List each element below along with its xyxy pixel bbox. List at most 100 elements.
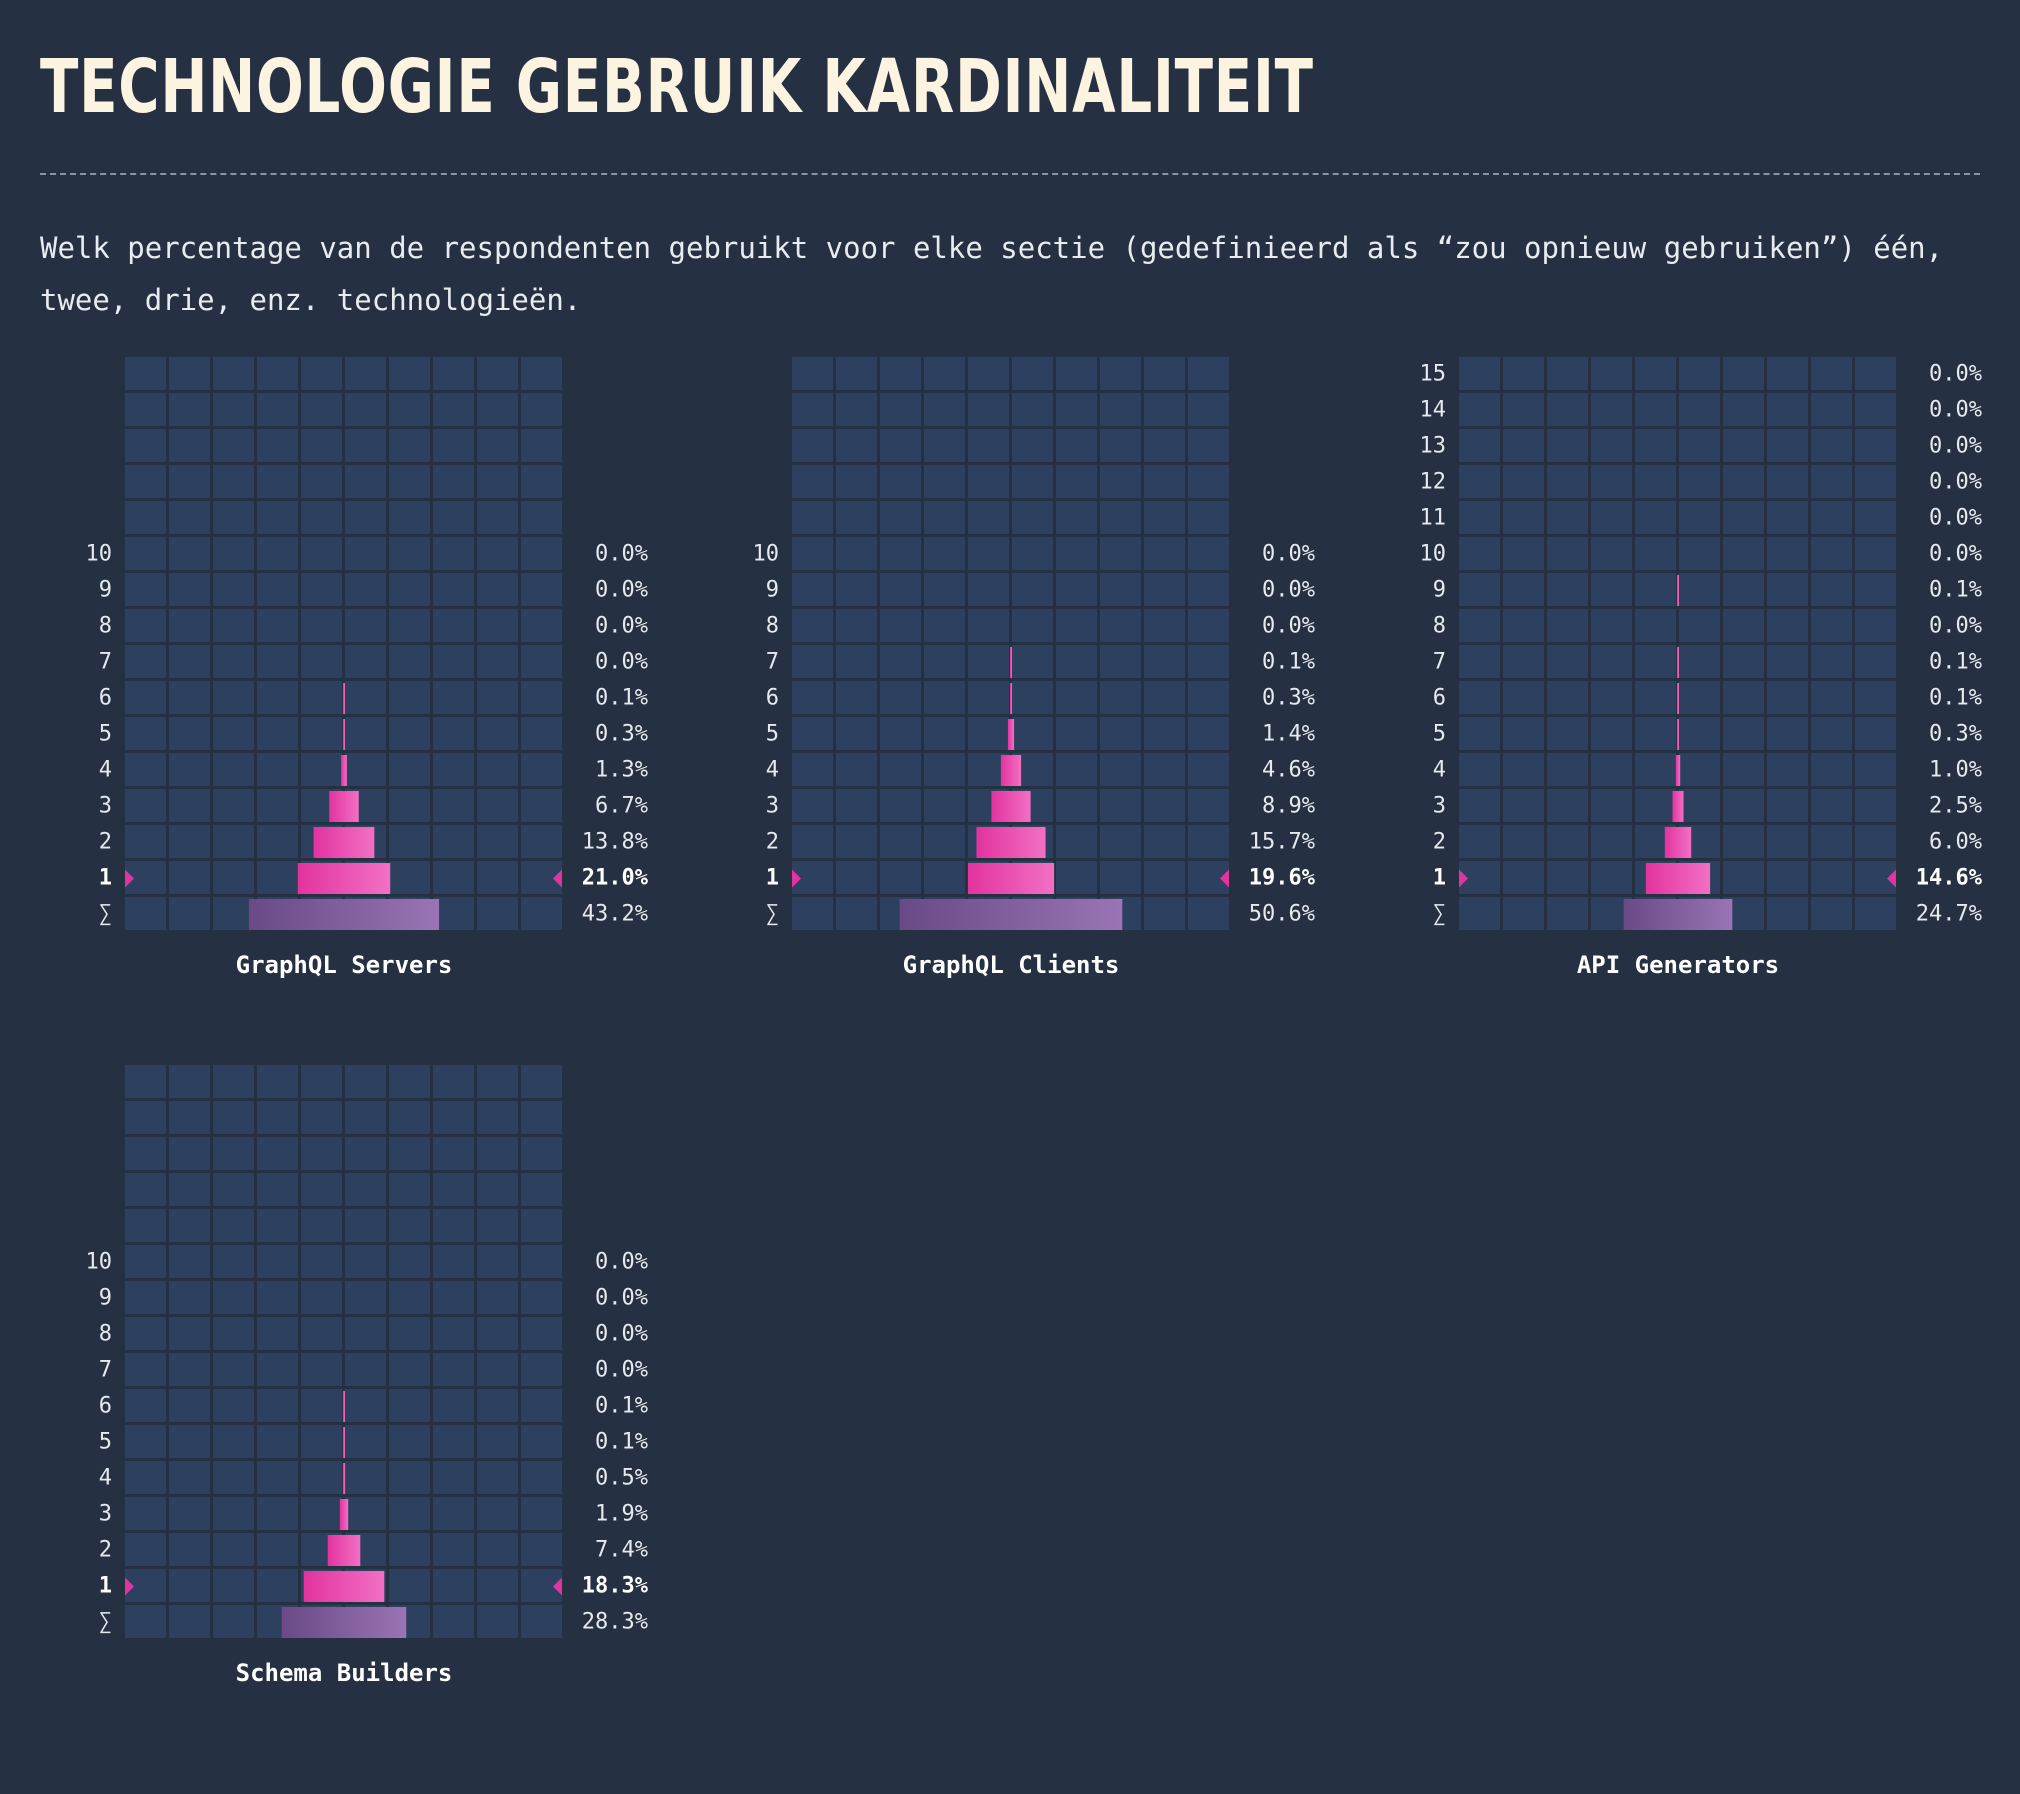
grid-cell <box>477 1101 518 1134</box>
grid-cell <box>521 897 562 930</box>
grid-cell <box>433 681 474 714</box>
grid-cell <box>880 429 921 462</box>
grid-cell <box>301 573 342 606</box>
row-label: 2 <box>1433 830 1446 855</box>
grid-cell <box>1503 537 1544 570</box>
grid-cell <box>1723 825 1764 858</box>
grid-cell <box>1635 501 1676 534</box>
grid-cell <box>257 1065 298 1098</box>
grid-cell <box>125 357 166 390</box>
grid-cell <box>389 645 430 678</box>
grid-cell <box>213 1245 254 1278</box>
grid-cell <box>1547 897 1588 930</box>
grid-cell <box>345 357 386 390</box>
grid-cell <box>125 429 166 462</box>
row-label: 11 <box>1420 506 1447 531</box>
grid-cell <box>1767 609 1808 642</box>
grid-cell <box>345 429 386 462</box>
grid-cell <box>433 1065 474 1098</box>
grid-cell <box>1144 861 1185 894</box>
grid-cell <box>1723 789 1764 822</box>
grid-cell <box>169 717 210 750</box>
value-label: 0.5% <box>595 1466 648 1491</box>
row-label: 5 <box>1433 722 1446 747</box>
grid-cell <box>1635 789 1676 822</box>
value-label: 0.0% <box>1929 470 1982 495</box>
grid-cell <box>1144 537 1185 570</box>
grid-cell <box>1144 609 1185 642</box>
grid-cell <box>1144 645 1185 678</box>
grid-cell <box>477 1533 518 1566</box>
grid-cell <box>213 1353 254 1386</box>
value-label: 43.2% <box>582 902 648 927</box>
grid-cell <box>1679 429 1720 462</box>
grid-cell <box>1503 753 1544 786</box>
grid-cell <box>836 357 877 390</box>
grid-cell <box>924 609 965 642</box>
grid-cell <box>389 753 430 786</box>
grid-cell <box>433 1173 474 1206</box>
grid-cell <box>836 465 877 498</box>
grid-cell <box>1591 825 1632 858</box>
grid-cell <box>389 717 430 750</box>
grid-cell <box>1591 573 1632 606</box>
bar <box>1677 575 1679 606</box>
grid-cell <box>924 393 965 426</box>
grid-cell <box>257 1173 298 1206</box>
highlight-marker-left <box>1459 869 1468 888</box>
grid-cell <box>1459 897 1500 930</box>
value-label: 0.0% <box>595 542 648 567</box>
grid-cell <box>433 1317 474 1350</box>
grid-cell <box>1459 573 1500 606</box>
value-label: 6.7% <box>595 794 648 819</box>
grid-cell <box>1100 789 1141 822</box>
grid-cell <box>433 717 474 750</box>
grid-cell <box>257 1533 298 1566</box>
grid-cell <box>169 1101 210 1134</box>
grid-cell <box>345 1173 386 1206</box>
grid-cell <box>125 825 166 858</box>
grid-cell <box>521 1533 562 1566</box>
grid-cell <box>521 1101 562 1134</box>
row-label: 3 <box>1433 794 1446 819</box>
grid-cell <box>301 717 342 750</box>
grid-cell <box>213 1317 254 1350</box>
grid-cell <box>924 681 965 714</box>
grid-cell <box>477 1569 518 1602</box>
grid-cell <box>792 393 833 426</box>
grid-cell <box>433 1389 474 1422</box>
grid-cell <box>345 609 386 642</box>
row-label: 6 <box>1433 686 1446 711</box>
value-label: 0.0% <box>595 614 648 639</box>
grid-cell <box>1723 645 1764 678</box>
grid-cell <box>389 393 430 426</box>
grid-cell <box>521 1353 562 1386</box>
grid-cell <box>1100 537 1141 570</box>
grid-cell <box>968 609 1009 642</box>
grid-cell <box>968 393 1009 426</box>
grid-cell <box>792 609 833 642</box>
grid-cell <box>301 1497 342 1530</box>
grid-cell <box>1547 645 1588 678</box>
grid-cell <box>477 393 518 426</box>
grid-cell <box>433 861 474 894</box>
grid-cell <box>1100 645 1141 678</box>
grid-cell <box>1056 537 1097 570</box>
grid-cell <box>389 609 430 642</box>
grid-cell <box>477 537 518 570</box>
grid-cell <box>1591 429 1632 462</box>
grid-cell <box>1459 717 1500 750</box>
value-label: 0.0% <box>1929 614 1982 639</box>
grid-cell <box>301 1425 342 1458</box>
grid-cell <box>125 1497 166 1530</box>
grid-cell <box>1188 393 1229 426</box>
grid-cell <box>125 1533 166 1566</box>
row-label: 3 <box>766 794 779 819</box>
grid-cell <box>169 1209 210 1242</box>
grid-cell <box>1100 681 1141 714</box>
grid-cell <box>213 1101 254 1134</box>
total-bar <box>899 899 1123 930</box>
grid-cell <box>1767 465 1808 498</box>
value-label: 0.3% <box>595 722 648 747</box>
grid-cell <box>1679 357 1720 390</box>
